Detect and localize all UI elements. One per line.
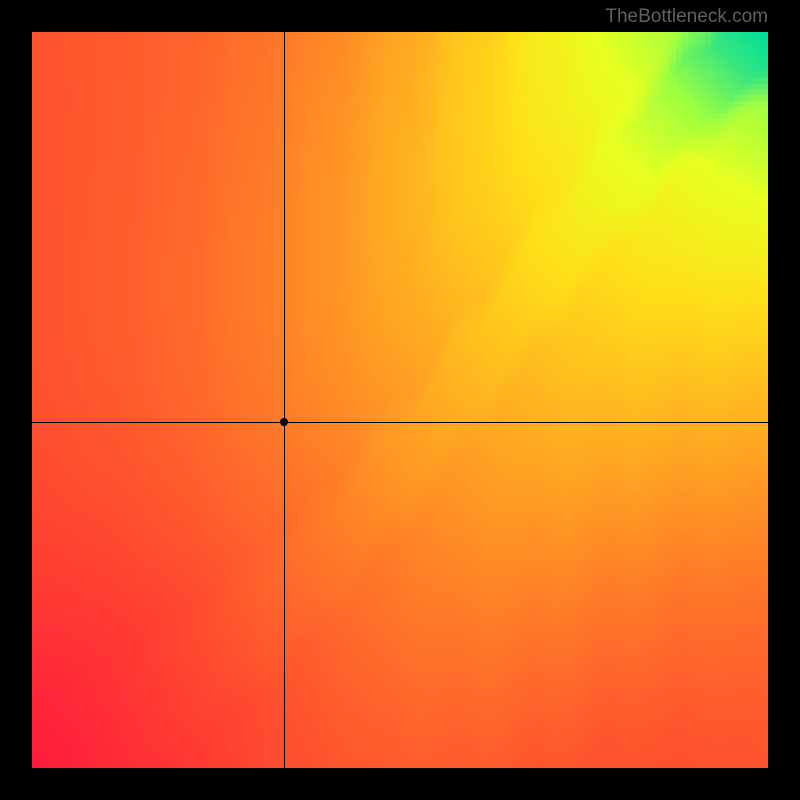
crosshair-horizontal	[32, 422, 768, 423]
crosshair-vertical	[284, 32, 285, 768]
heatmap-plot	[32, 32, 768, 768]
selection-marker[interactable]	[280, 418, 288, 426]
attribution-label: TheBottleneck.com	[605, 6, 768, 28]
heatmap-canvas	[32, 32, 768, 768]
